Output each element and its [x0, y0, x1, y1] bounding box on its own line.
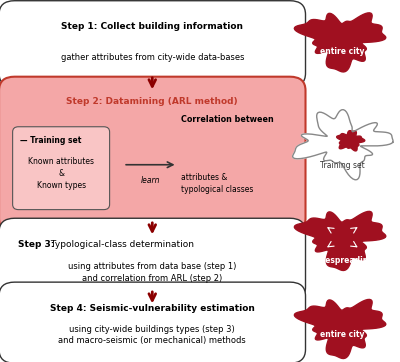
Text: attributes &
typological classes: attributes & typological classes: [181, 173, 254, 194]
Text: learn: learn: [140, 176, 160, 185]
Text: entire city: entire city: [320, 331, 365, 340]
Text: gather attributes from city-wide data-bases: gather attributes from city-wide data-ba…: [60, 53, 244, 62]
Text: Step 4: Seismic-vulnerability estimation: Step 4: Seismic-vulnerability estimation: [50, 304, 255, 313]
FancyBboxPatch shape: [0, 282, 306, 362]
FancyBboxPatch shape: [13, 127, 110, 210]
Text: Step 2: Datamining (ARL method): Step 2: Datamining (ARL method): [66, 97, 238, 106]
Text: — Training set: — Training set: [20, 136, 82, 145]
Text: Step 3:: Step 3:: [18, 240, 55, 249]
Text: using attributes from data base (step 1)
and correlation from ARL (step 2): using attributes from data base (step 1)…: [68, 262, 236, 283]
Text: entire city: entire city: [320, 47, 365, 56]
FancyBboxPatch shape: [0, 1, 306, 87]
Text: Training set: Training set: [320, 161, 365, 170]
FancyBboxPatch shape: [0, 77, 306, 232]
Polygon shape: [294, 13, 386, 72]
FancyBboxPatch shape: [0, 218, 306, 301]
Polygon shape: [337, 131, 365, 151]
Text: widespreading: widespreading: [310, 256, 374, 265]
Text: Known attributes
&
Known types: Known attributes & Known types: [28, 157, 94, 190]
Text: Typological-class determination: Typological-class determination: [48, 240, 194, 249]
Text: using city-wide buildings types (step 3)
and macro-seismic (or mechanical) metho: using city-wide buildings types (step 3)…: [58, 325, 246, 345]
Text: Correlation between: Correlation between: [181, 115, 274, 124]
Polygon shape: [294, 211, 386, 270]
Text: Step 1: Collect building information: Step 1: Collect building information: [61, 22, 243, 31]
Polygon shape: [293, 110, 393, 180]
Polygon shape: [294, 299, 386, 358]
